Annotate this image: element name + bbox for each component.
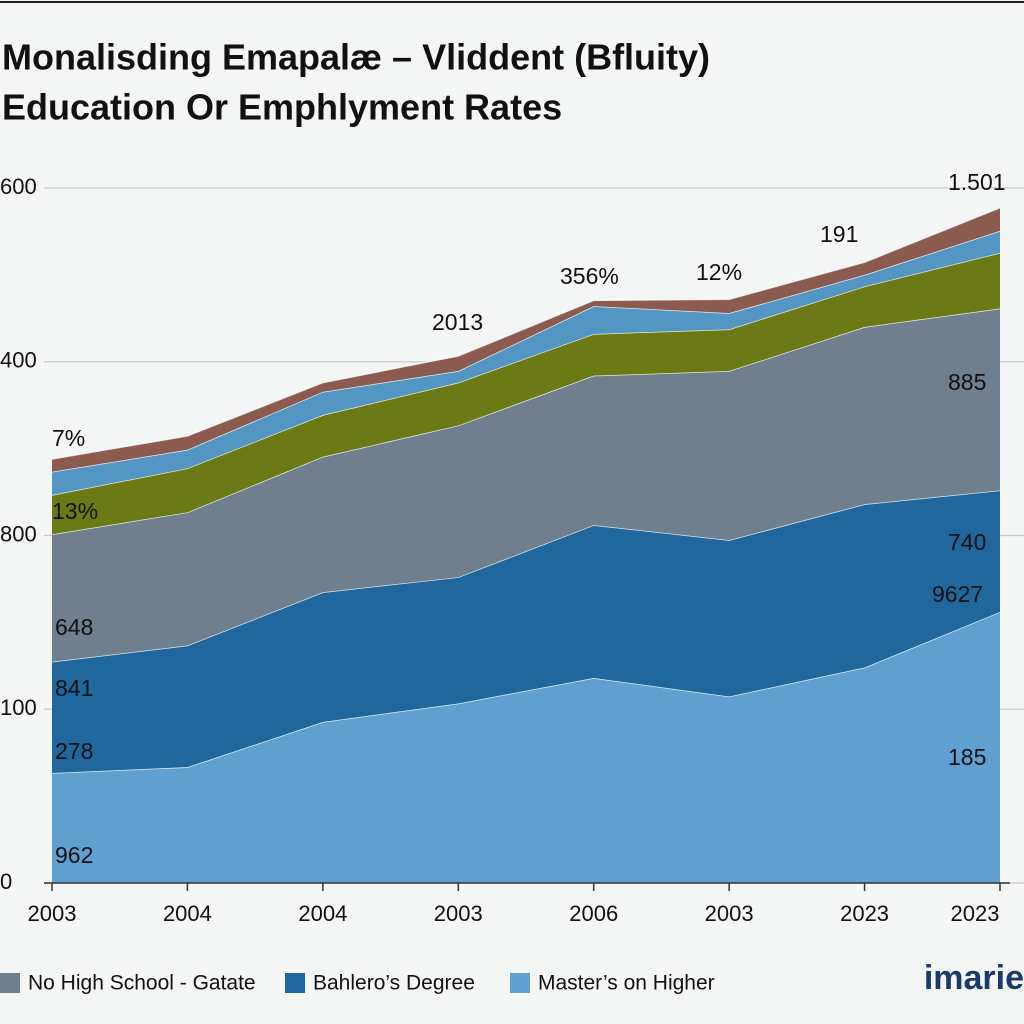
legend-label: Master’s on Higher: [538, 972, 715, 995]
y-tick-label: 0: [0, 869, 12, 894]
data-label: 13%: [52, 498, 98, 524]
area: [52, 308, 1000, 662]
x-tick-label: 2004: [298, 901, 347, 926]
watermark: imarie: [924, 959, 1024, 997]
area: [52, 490, 1000, 773]
data-label: 7%: [52, 425, 85, 451]
chart-title: Monalisding Emapalæ – Vliddent (Bfluity): [2, 37, 710, 78]
areas: [51, 206, 1001, 883]
x-tick-label: 2003: [28, 901, 77, 926]
data-label: 648: [55, 614, 93, 640]
data-label: 885: [948, 369, 986, 395]
legend-label: Bahlero’s Degree: [313, 972, 475, 995]
legend-swatch: [285, 973, 305, 993]
x-tick-label: 2003: [705, 901, 754, 926]
data-label: 962: [55, 842, 93, 868]
x-tick-label: 2004: [163, 901, 212, 926]
y-tick-label: 100: [0, 695, 37, 720]
area: [52, 230, 1000, 495]
data-label: 278: [55, 738, 93, 764]
labels: 0 100 800 400 600 2003 2004 2004 2003 2006 2003 202…: [0, 169, 1024, 997]
area-edge: [51, 206, 1001, 460]
data-label: 841: [55, 675, 93, 701]
x-tick-label: 2006: [569, 901, 618, 926]
area-edge: [51, 252, 1001, 496]
data-label: 740: [948, 529, 986, 555]
y-tick-label: 400: [0, 348, 37, 373]
data-label: 356%: [560, 263, 619, 289]
x-tick-label: 2023: [951, 901, 1000, 926]
area: [52, 611, 1000, 883]
legend-swatch: [510, 973, 530, 993]
data-label: 2013: [432, 309, 483, 335]
data-label: 191: [820, 221, 858, 247]
data-label: 185: [948, 744, 986, 770]
x-tick-label: 2023: [840, 901, 889, 926]
legend-swatch: [0, 973, 20, 993]
data-label: 1.501: [948, 169, 1006, 195]
y-tick-label: 600: [0, 174, 37, 199]
chart-title: Education Or Emphlyment Rates: [2, 87, 562, 128]
area: [52, 252, 1000, 535]
y-tick-label: 800: [0, 521, 37, 546]
legend-label: No High School - Gatate: [28, 972, 256, 995]
area: [52, 207, 1000, 472]
data-label: 12%: [696, 259, 742, 285]
data-label: 9627: [932, 581, 983, 607]
x-tick-label: 2003: [434, 901, 483, 926]
